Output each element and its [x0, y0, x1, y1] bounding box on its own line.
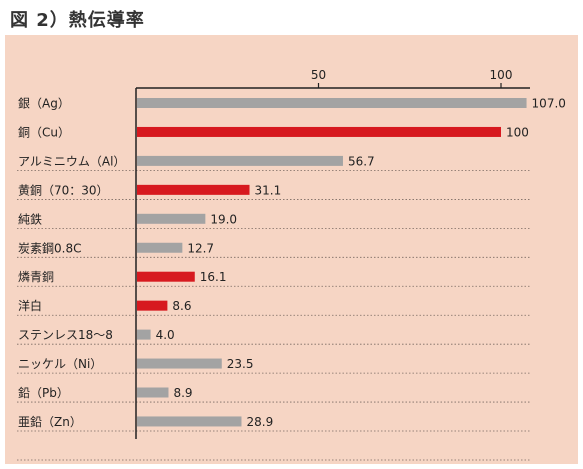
category-label: ステンレス18～8 — [18, 328, 113, 342]
value-label: 100 — [506, 125, 529, 139]
value-label: 8.9 — [173, 386, 192, 400]
x-tick-label: 100 — [490, 68, 513, 82]
value-label: 56.7 — [348, 154, 375, 168]
bar — [137, 242, 183, 253]
value-label: 107.0 — [532, 97, 566, 111]
bar — [137, 329, 151, 340]
bar — [137, 358, 222, 369]
bar — [137, 213, 206, 224]
bar — [137, 271, 195, 282]
value-label: 31.1 — [255, 183, 282, 197]
value-label: 8.6 — [172, 299, 191, 313]
category-label: 純鉄 — [18, 211, 42, 226]
bar — [137, 184, 250, 195]
value-label: 12.7 — [187, 241, 214, 255]
category-label: 黄銅（70：30） — [18, 183, 109, 197]
category-label: 炭素鋼0.8C — [18, 241, 81, 255]
value-label: 28.9 — [246, 415, 273, 429]
bar — [137, 98, 527, 108]
category-label: 銅（Cu） — [18, 125, 70, 139]
value-label: 4.0 — [156, 328, 175, 342]
category-label: 洋白 — [18, 298, 42, 313]
x-tick-label: 50 — [311, 68, 326, 82]
bar — [137, 155, 343, 166]
value-label: 23.5 — [227, 357, 254, 371]
bar — [137, 387, 169, 398]
category-label: 亜鉛（Zn） — [18, 415, 82, 429]
value-label: 19.0 — [210, 212, 237, 226]
bar-chart: 50 100 銀（Ag） 107.0 銅（Cu） 100 アルミニウム（Al） 56.7 黄銅（… — [17, 68, 566, 461]
category-label: 燐青銅 — [18, 270, 54, 284]
value-label: 16.1 — [200, 270, 227, 284]
chart-panel: 50 100 銀（Ag） 107.0 銅（Cu） 100 アルミニウム（Al） 56.7 黄銅（… — [5, 35, 578, 464]
bar — [137, 300, 168, 311]
category-label: ニッケル（Ni） — [18, 357, 102, 371]
category-label: 銀（Ag） — [18, 97, 70, 111]
category-label: 鉛（Pb） — [18, 386, 69, 400]
bar — [137, 416, 242, 427]
bar — [137, 126, 501, 137]
figure-title: 図 2）熱伝導率 — [10, 10, 145, 31]
category-label: アルミニウム（Al） — [18, 154, 125, 168]
